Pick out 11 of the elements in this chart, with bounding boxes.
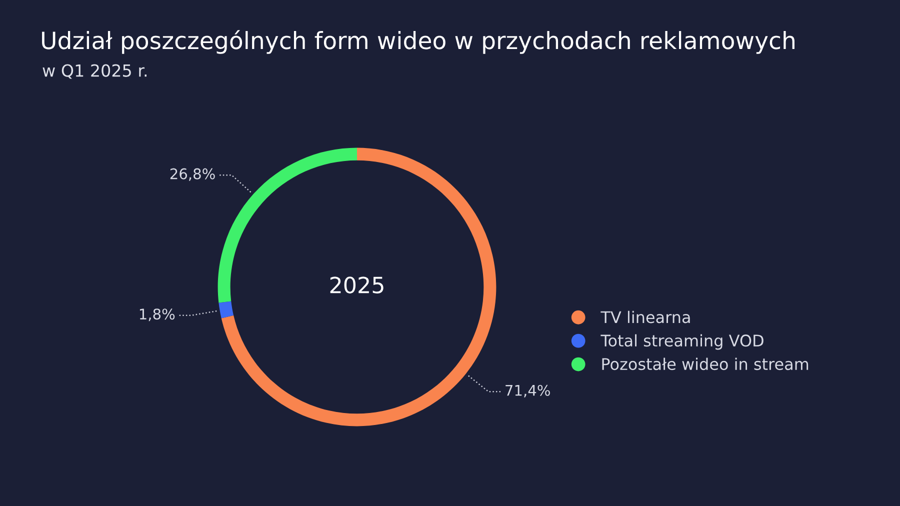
legend-label: TV linearna bbox=[600, 310, 690, 324]
donut-slice bbox=[218, 301, 234, 318]
chart-subtitle: w Q1 2025 r. bbox=[42, 64, 146, 79]
data-label: 71,4% bbox=[506, 384, 550, 398]
text: 2025 bbox=[330, 276, 384, 294]
data-label: 1,8% bbox=[140, 308, 175, 322]
data-label: 26,8% bbox=[170, 168, 215, 181]
chart-title: Udział poszczególnych form wideo w przychodach reklamowych bbox=[42, 30, 794, 54]
donut-slice bbox=[221, 148, 496, 426]
legend-label: Pozostałe wideo in stream bbox=[602, 358, 808, 370]
legend-label: Total streaming VOD bbox=[600, 334, 764, 350]
